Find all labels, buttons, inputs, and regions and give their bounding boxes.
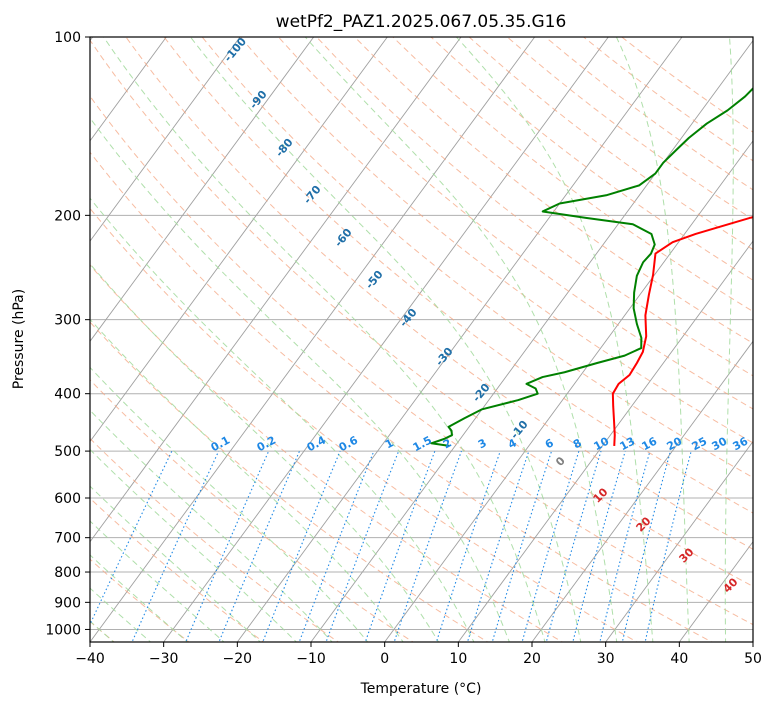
y-tick-label: 900: [54, 595, 81, 611]
mixing-ratio-line: [491, 450, 553, 642]
background-lines: [90, 37, 753, 642]
mixing-ratio-label: 13: [618, 435, 638, 454]
x-tick-label: 20: [523, 651, 541, 667]
isotherm--80: [90, 37, 241, 242]
plot-frame: [89, 36, 754, 643]
dry-adiabat: [163, 37, 753, 514]
dry-adiabat: [125, 37, 753, 550]
mixing-ratio-label: 10: [592, 434, 612, 453]
moist-adiabat: [455, 37, 654, 642]
isotherm--20: [236, 37, 683, 642]
isotherm-10: [457, 240, 753, 642]
x-tick-label: 10: [449, 651, 467, 667]
mixing-ratio-label: 16: [640, 434, 660, 453]
moist-adiabat: [90, 554, 189, 642]
x-tick-label: −20: [223, 651, 253, 667]
moist-adiabat: [102, 37, 546, 642]
plot-area: -100-90-80-70-60-50-40-30-20-10010203040…: [90, 37, 753, 642]
isotherm--30: [163, 37, 609, 642]
moist-adiabat: [304, 37, 618, 642]
mixing-ratio-label: 36: [731, 434, 751, 453]
mixing-ratio-line: [262, 450, 341, 642]
chart-title: wetPf2_PAZ1.2025.067.05.35.G16: [276, 12, 567, 32]
dry-adiabat: [239, 37, 753, 444]
y-tick-label: 600: [54, 491, 81, 507]
x-axis-label: Temperature (°C): [360, 681, 482, 697]
x-axis: −40 −30 −20 −10 0 10 20 30 40 50: [75, 642, 762, 667]
x-tick-label: −30: [149, 651, 179, 667]
moist-adiabat: [90, 485, 261, 642]
y-axis: 100 200 300 400 500 600 700 800 900 1000: [45, 30, 90, 638]
dry-adiabat: [90, 379, 414, 642]
dry-adiabat: [90, 437, 340, 642]
mixing-ratio-line: [466, 450, 530, 642]
mixing-ratio-line: [621, 450, 671, 642]
moist-adiabat: [90, 366, 369, 642]
moist-adiabat: [90, 117, 510, 642]
dry-adiabat: [90, 95, 753, 626]
y-tick-label: 400: [54, 387, 81, 403]
dry-adiabat: [90, 321, 489, 642]
y-tick-label: 700: [54, 531, 81, 547]
mixing-ratio-line: [521, 450, 580, 642]
moist-adiabat: [90, 520, 225, 642]
x-tick-label: −10: [296, 651, 326, 667]
isotherm--90: [90, 37, 167, 142]
mixing-ratio-line: [572, 450, 626, 642]
mixing-ratio-line: [364, 450, 436, 642]
isotherm-20: [531, 340, 753, 642]
isotherm--40: [90, 37, 536, 642]
mixing-ratio-line: [435, 450, 501, 642]
moist-adiabat: [724, 37, 734, 642]
dry-adiabat: [90, 151, 713, 642]
x-tick-label: 0: [380, 651, 389, 667]
moist-adiabat: [90, 448, 298, 642]
dry-adiabat: [90, 264, 564, 642]
moist-adiabat: [615, 37, 690, 642]
series-lines: [430, 87, 753, 447]
y-tick-label: 1000: [45, 622, 81, 638]
y-tick-label: 300: [54, 313, 81, 329]
dry-adiabat: [278, 37, 753, 410]
isotherm--50: [90, 37, 462, 543]
dry-adiabat: [392, 37, 753, 313]
y-tick-label: 200: [54, 208, 81, 224]
isotherm--60: [90, 37, 388, 443]
dry-adiabat: [90, 207, 639, 642]
dewpoint-line: [430, 87, 753, 447]
x-tick-label: 30: [597, 651, 615, 667]
mixing-ratio-line: [393, 450, 462, 642]
y-tick-label: 800: [54, 565, 81, 581]
y-tick-label: 100: [54, 30, 81, 46]
mixing-ratio-line: [644, 450, 692, 642]
temperature-line: [611, 215, 753, 446]
mixing-ratio-label: 25: [690, 435, 710, 454]
isotherm-30: [605, 440, 753, 642]
mixing-ratio-line: [298, 450, 375, 642]
mixing-ratio-line: [599, 450, 651, 642]
mixing-ratio-label: 30: [710, 434, 730, 453]
dry-adiabat: [90, 39, 753, 588]
isotherm--10: [310, 39, 753, 642]
y-tick-label: 500: [54, 444, 81, 460]
mixing-ratio-line: [325, 450, 400, 642]
dry-adiabat: [201, 37, 753, 479]
x-tick-label: −40: [75, 651, 105, 667]
moist-adiabat: [90, 263, 440, 642]
mixing-ratio-line: [545, 450, 602, 642]
mixing-ratio-line: [218, 450, 301, 642]
moist-adiabat: [90, 587, 152, 642]
x-tick-label: 50: [744, 651, 762, 667]
mixing-ratio-line: [90, 450, 173, 626]
x-tick-label: 40: [670, 651, 688, 667]
isotherm-0: [384, 140, 753, 642]
y-axis-label: Pressure (hPa): [11, 289, 27, 389]
moist-adiabat: [90, 318, 404, 642]
mixing-ratio-label: 20: [665, 434, 685, 453]
